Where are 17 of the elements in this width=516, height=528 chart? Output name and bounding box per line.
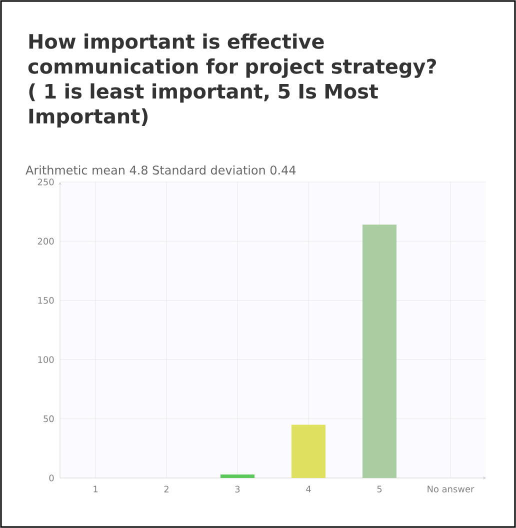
x-tick-label: 2: [164, 486, 168, 492]
y-tick-label: 100: [38, 356, 54, 363]
y-tick-label: 200: [38, 238, 54, 245]
bar: [292, 424, 326, 478]
y-tick-label: 0: [49, 474, 54, 482]
chart-title: How important is effective communication for project strategy? ( 1 is least important, 5 Is Most Important): [28, 34, 436, 128]
x-tick-label: 3: [235, 486, 240, 493]
bar: [220, 474, 254, 478]
chart-subtitle: Arithmetic mean 4.8 Standard deviation 0.44: [26, 165, 296, 175]
x-tick-label: 4: [306, 486, 311, 492]
y-tick-label: 250: [38, 178, 54, 186]
y-tick-label: 50: [44, 415, 54, 422]
x-tick-label: No answer: [428, 486, 474, 492]
bar: [362, 224, 396, 478]
x-tick-label: 5: [377, 486, 382, 492]
x-tick-label: 1: [94, 486, 98, 492]
y-tick-label: 150: [38, 297, 54, 304]
